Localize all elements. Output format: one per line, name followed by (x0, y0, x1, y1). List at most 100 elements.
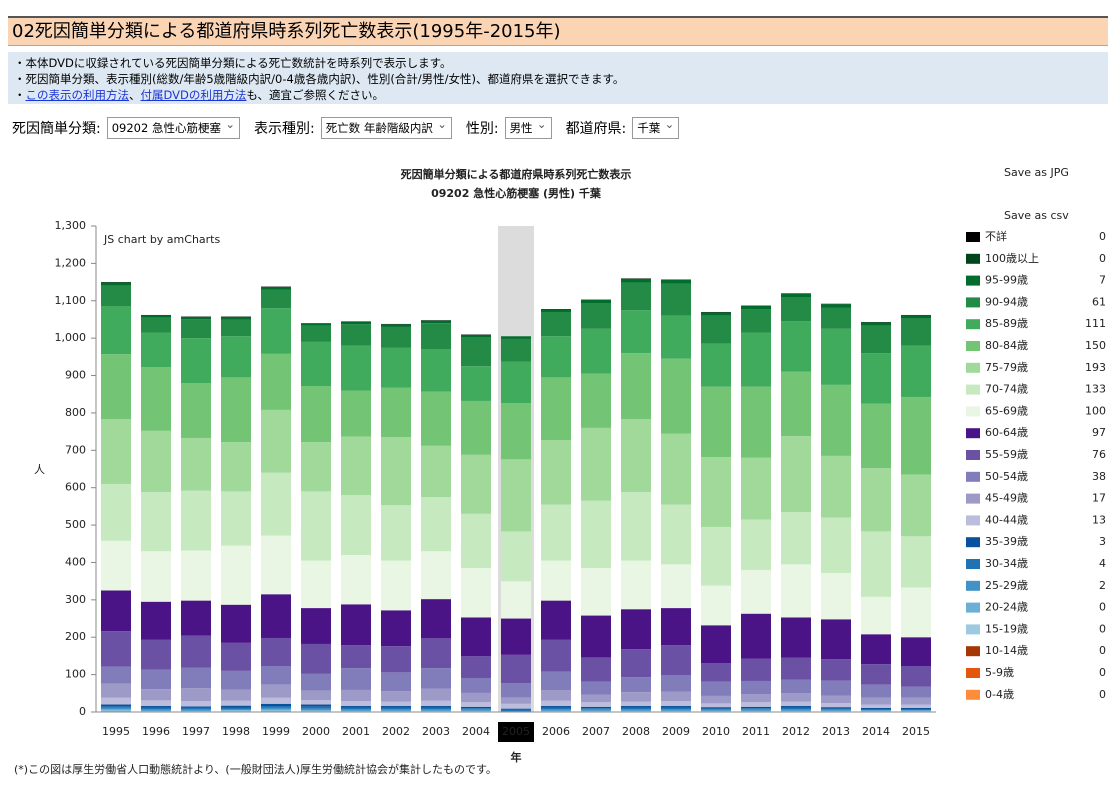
control-label: 性別: (465, 121, 499, 137)
bar-segment (221, 642, 251, 671)
bar-segment (221, 689, 251, 701)
bar-segment (261, 709, 291, 711)
controls: 死因簡単分類: 09202 急性心筋梗塞表示種別: 死亡数 年齢階級内訳性別: 男性都… (12, 114, 693, 139)
bar-segment (861, 322, 891, 326)
bar-segment (461, 692, 491, 703)
bar-segment (741, 519, 771, 570)
bar-segment (581, 615, 611, 658)
bar-segment (381, 701, 411, 707)
bar-segment (101, 631, 131, 667)
bar-segment (661, 279, 691, 284)
bar-segment (501, 618, 531, 655)
bar-segment (301, 491, 331, 561)
link[interactable]: 付属DVDの利用方法 (140, 88, 247, 102)
bar-segment (541, 504, 571, 561)
legend-swatch (966, 275, 980, 286)
bar-segment (581, 709, 611, 711)
select[interactable]: 男性 (504, 114, 552, 139)
legend-label: 20-24歳 (985, 601, 1028, 614)
y-tick-label: 1,000 (55, 331, 87, 344)
bar-segment (821, 708, 851, 710)
bar-segment (141, 669, 171, 690)
bar-segment (421, 599, 451, 639)
legend-label: 50-54歳 (985, 470, 1028, 483)
bar-segment (661, 433, 691, 505)
bar-segment (781, 701, 811, 707)
bar-segment (341, 390, 371, 437)
bar-segment (901, 315, 931, 319)
bar-segment (741, 694, 771, 703)
legend-label: 45-49歳 (985, 492, 1028, 505)
legend-label: 90-94歳 (985, 295, 1028, 308)
bar-segment (541, 560, 571, 601)
legend-swatch (966, 580, 980, 591)
bar-segment (621, 692, 651, 702)
bar-segment (181, 635, 211, 668)
bar-segment (741, 386, 771, 458)
bar-segment (821, 710, 851, 712)
bar-segment (461, 710, 491, 712)
bar-segment (301, 323, 331, 326)
bar-segment (861, 697, 891, 705)
bar-segment (261, 409, 291, 473)
bar-segment (621, 710, 651, 712)
bar-segment (381, 672, 411, 692)
bar-segment (421, 323, 451, 350)
bar-segment (901, 710, 931, 711)
bar-segment (221, 316, 251, 320)
bar-segment (701, 457, 731, 527)
bar-segment (861, 353, 891, 404)
bar-segment (181, 437, 211, 491)
bar-segment (261, 535, 291, 595)
x-tick-label: 2010 (702, 725, 730, 738)
bar-segment (461, 568, 491, 618)
bar-segment (821, 695, 851, 704)
bar-segment (341, 668, 371, 690)
bar-segment (141, 551, 171, 602)
legend-value: 0 (1099, 601, 1106, 614)
bar-segment (181, 600, 211, 636)
legend-swatch (966, 384, 980, 395)
legend-swatch (966, 297, 980, 308)
bar-segment (901, 474, 931, 537)
bar-segment (621, 609, 651, 650)
bar-segment (741, 710, 771, 712)
select[interactable]: 死亡数 年齢階級内訳 (320, 114, 452, 139)
bar-segment (581, 681, 611, 695)
bar-segment (181, 550, 211, 601)
bar-segment (861, 325, 891, 354)
bar-segment (141, 315, 171, 318)
bar-segment (661, 691, 691, 702)
x-tick-label: 1999 (262, 725, 290, 738)
bar-segment (341, 345, 371, 391)
bar-segment (701, 681, 731, 696)
bar-segment (501, 336, 531, 339)
bar-segment (421, 638, 451, 669)
legend-label: 100歳以上 (985, 252, 1039, 265)
bar-segment (221, 604, 251, 643)
y-tick-label: 300 (65, 593, 86, 606)
bar-segment (901, 536, 931, 588)
bar-segment (581, 657, 611, 682)
y-tick-label: 900 (65, 369, 86, 382)
y-tick-label: 500 (65, 518, 86, 531)
bar-segment (901, 397, 931, 475)
bar-segment (421, 688, 451, 701)
select[interactable]: 千葉 (632, 114, 680, 139)
link[interactable]: この表示の利用方法 (25, 88, 130, 102)
bar-segment (461, 709, 491, 711)
bar-segment (261, 594, 291, 638)
bar-segment (541, 700, 571, 707)
bar-segment (381, 324, 411, 327)
legend-label: 5-9歳 (985, 666, 1014, 679)
select[interactable]: 09202 急性心筋梗塞 (106, 114, 240, 139)
save-button[interactable]: Save as csv (1004, 209, 1069, 222)
legend-value: 97 (1092, 426, 1106, 439)
bar-segment (261, 684, 291, 698)
bar-segment (341, 604, 371, 646)
bar-segment (621, 419, 651, 493)
save-button[interactable]: Save as JPG (1004, 166, 1069, 179)
bar-segment (341, 707, 371, 710)
